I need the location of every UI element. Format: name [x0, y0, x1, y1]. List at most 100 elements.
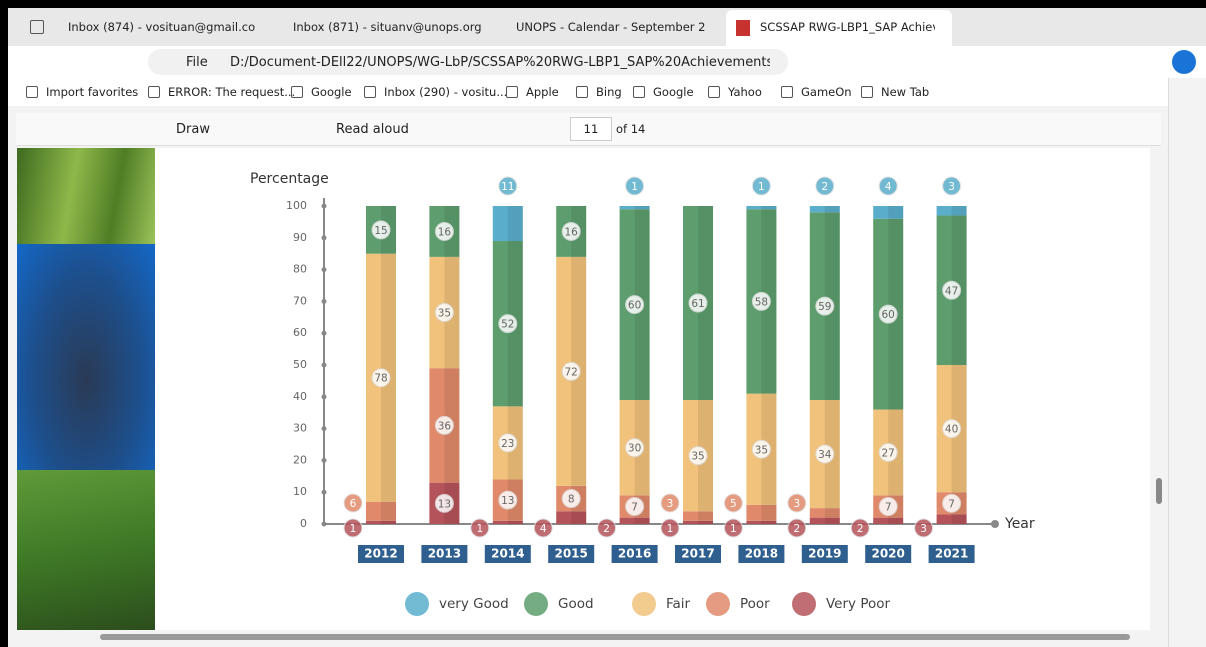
x-tick-label: 2012 [364, 547, 397, 561]
data-label: 1 [476, 523, 483, 535]
favorite-icon [364, 86, 376, 98]
y-tick-label: 40 [293, 390, 307, 403]
y-tick-label: 30 [293, 422, 307, 435]
favorite[interactable]: Apple [526, 85, 559, 99]
image-grass [17, 148, 155, 244]
pdf-toolbar: Draw Read aloud 11 of 14 [16, 113, 1161, 146]
data-label: 3 [667, 498, 674, 510]
bar-shade [635, 518, 650, 524]
favorite-icon [148, 86, 160, 98]
legend-swatch [706, 592, 730, 616]
screen: Inbox (874) - vosituan@gmail.co Inbox (8… [0, 0, 1206, 647]
tab-actions[interactable] [30, 20, 44, 34]
y-tick [322, 394, 327, 399]
draw[interactable]: Draw [176, 122, 210, 137]
x-tick-label: 2021 [935, 547, 968, 561]
favorite[interactable]: New Tab [881, 85, 929, 99]
legend-label: Fair [666, 596, 691, 612]
favorites-bar: Import favorites ERROR: The request... Goo… [8, 78, 1168, 106]
data-label: 3 [793, 498, 800, 510]
data-label: 2 [821, 181, 828, 193]
bar-shade [381, 502, 396, 521]
tab-title: SCSSAP RWG-LBP1_SAP Achieveme [760, 20, 935, 34]
favorite[interactable]: Google [311, 85, 352, 99]
y-tick [322, 235, 327, 240]
active-tab[interactable]: SCSSAP RWG-LBP1_SAP Achieveme [726, 10, 952, 46]
data-label: 3 [948, 181, 955, 193]
data-label: 1 [667, 523, 674, 535]
favorite[interactable]: Import favorites [46, 85, 138, 99]
bar-shade [825, 518, 840, 524]
page-number[interactable]: 11 [570, 117, 612, 141]
y-tick-label: 0 [300, 517, 307, 530]
scrollbar[interactable] [100, 634, 1130, 640]
x-tick-label: 2020 [871, 547, 904, 561]
tab[interactable]: Inbox (871) - situanv@unops.org [293, 20, 488, 34]
y-tick-label: 70 [293, 294, 307, 307]
x-tick-label: 2019 [808, 547, 841, 561]
data-label: 13 [438, 498, 451, 510]
favorite-icon [26, 86, 38, 98]
bar-shade [761, 206, 776, 209]
favorite[interactable]: Yahoo [728, 85, 762, 99]
favorite[interactable]: Google [653, 85, 694, 99]
nav-bar: File D:/Document-DEll22/UNOPS/WG-LbP/SCS… [8, 46, 1206, 78]
y-tick [322, 299, 327, 304]
address-bar[interactable]: File D:/Document-DEll22/UNOPS/WG-LbP/SCS… [148, 49, 788, 75]
favorite-icon [861, 86, 873, 98]
browser-window: Inbox (874) - vosituan@gmail.co Inbox (8… [8, 8, 1206, 647]
favorite-icon [576, 86, 588, 98]
bar-shade [952, 514, 967, 524]
data-label: 4 [540, 523, 547, 535]
data-label: 1 [730, 523, 737, 535]
data-label: 35 [755, 444, 768, 456]
data-label: 15 [374, 225, 387, 237]
image-mangrove [17, 470, 155, 630]
read-aloud[interactable]: Read aloud [336, 122, 409, 137]
favorite-icon [291, 86, 303, 98]
favorite[interactable]: Inbox (290) - vositu... [384, 85, 507, 99]
bar-shade [825, 206, 840, 212]
legend-label: very Good [439, 596, 509, 612]
y-tick [322, 363, 327, 368]
data-label: 2 [603, 523, 610, 535]
data-label: 1 [631, 181, 638, 193]
bar-shade [571, 511, 586, 524]
data-label: 35 [691, 451, 704, 463]
favorite[interactable]: Bing [596, 85, 622, 99]
x-tick-label: 2013 [428, 547, 461, 561]
data-label: 16 [438, 226, 452, 238]
legend-swatch [524, 592, 548, 616]
favorite[interactable]: ERROR: The request... [168, 85, 295, 99]
data-label: 78 [374, 373, 387, 385]
favorite[interactable]: GameOn [801, 85, 852, 99]
page-count: of 14 [616, 122, 645, 136]
favorite-icon [781, 86, 793, 98]
tab[interactable]: UNOPS - Calendar - September 2 [516, 20, 711, 34]
data-label: 27 [882, 447, 895, 459]
x-tick-label: 2018 [745, 547, 778, 561]
bar-shade [888, 206, 903, 219]
y-tick [322, 204, 327, 209]
bar-shade [698, 511, 713, 521]
scrollbar-v[interactable] [1156, 478, 1162, 504]
x-tick-label: 2014 [491, 547, 524, 561]
data-label: 60 [882, 309, 895, 321]
data-label: 16 [565, 226, 579, 238]
copilot[interactable] [1172, 50, 1196, 74]
data-label: 61 [691, 298, 704, 310]
data-label: 7 [948, 498, 955, 510]
bar-shade [381, 521, 396, 524]
tab[interactable]: Inbox (874) - vosituan@gmail.co [68, 20, 268, 34]
y-tick [322, 267, 327, 272]
legend-label: Very Poor [826, 596, 891, 612]
y-tick-label: 60 [293, 326, 307, 339]
pdf-icon [736, 20, 750, 36]
y-tick [322, 458, 327, 463]
bar-shade [698, 521, 713, 524]
y-tick-label: 10 [293, 485, 307, 498]
image-coral [17, 244, 155, 470]
data-label: 11 [501, 181, 514, 193]
data-label: 2 [793, 523, 800, 535]
data-label: 47 [945, 285, 958, 297]
